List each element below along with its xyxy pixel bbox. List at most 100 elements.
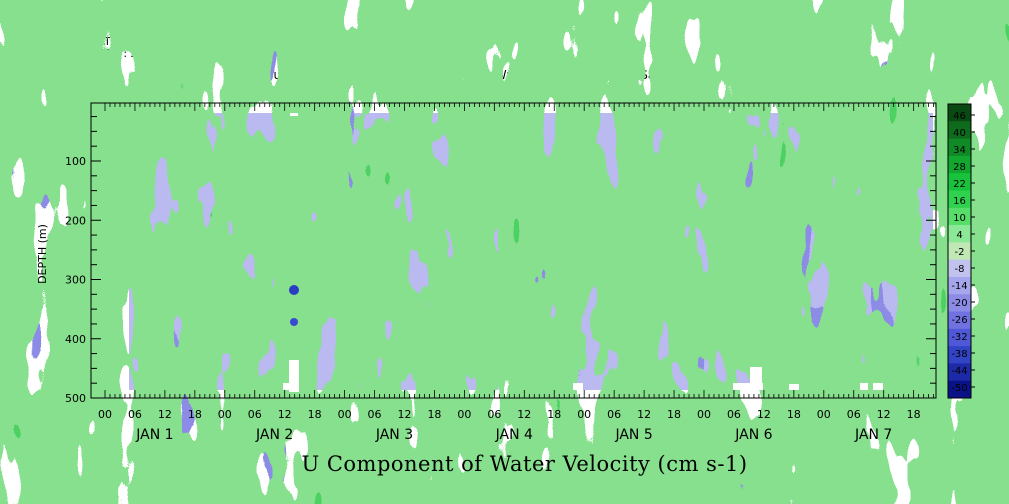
- colorbar-swatch-13: [948, 328, 971, 347]
- x-hour-label-5: 06: [248, 408, 262, 421]
- x-hour-label-25: 06: [847, 408, 861, 421]
- x-hour-label-6: 12: [278, 408, 292, 421]
- missing-data-6: [860, 383, 868, 390]
- x-hour-label-8: 00: [338, 408, 352, 421]
- chart-title: Hourly Gridded MBARI Mooring M1 Sea Wate…: [257, 68, 768, 82]
- x-day-label-4: JAN 4: [495, 427, 533, 443]
- colorbar-swatch-10: [948, 276, 971, 295]
- x-hour-label-11: 18: [427, 408, 441, 421]
- y-tick-label-100: 100: [65, 155, 86, 168]
- missing-data-top: [290, 113, 298, 116]
- colorbar-swatch-3: [948, 155, 971, 174]
- extreme-value-spot: [289, 285, 299, 295]
- missing-data-4: [750, 367, 762, 390]
- year-label: YEAR : 2012: [91, 47, 159, 60]
- frame-border: [90, 102, 937, 399]
- colorbar-label-12: -26: [951, 315, 967, 326]
- x-hour-label-16: 00: [577, 408, 591, 421]
- x-hour-label-9: 06: [368, 408, 382, 421]
- missing-data-7: [873, 383, 883, 390]
- colorbar-swatch-16: [948, 380, 971, 399]
- colorbar-label-1: 40: [953, 128, 966, 139]
- colorbar-label-14: -38: [951, 349, 967, 360]
- x-hour-label-4: 00: [218, 408, 232, 421]
- x-hour-label-27: 18: [907, 408, 921, 421]
- colorbar: 46 40 34 28 22 16 10 4 -2 -8 -14 -20 -26 -32 -38 -44 -50: [947, 103, 975, 399]
- x-hour-label-17: 06: [607, 408, 621, 421]
- colorbar-swatch-1: [948, 121, 971, 140]
- colorbar-label-15: -44: [951, 366, 967, 377]
- y-axis: 100 200 300 400 500: [65, 116, 936, 405]
- colorbar-swatch-8: [948, 242, 971, 261]
- x-hour-label-22: 12: [757, 408, 771, 421]
- x-hour-label-19: 18: [667, 408, 681, 421]
- x-hour-label-14: 12: [517, 408, 531, 421]
- velocity-field: [129, 113, 933, 392]
- colorbar-swatch-7: [948, 225, 971, 243]
- extreme-value-spot-2: [290, 318, 298, 326]
- colorbar-swatch-6: [948, 207, 971, 226]
- colorbar-label-7: 4: [956, 230, 962, 241]
- longitude-label: LONGITUDE : 122W(-122): [91, 23, 232, 36]
- x-hour-label-1: 06: [128, 408, 142, 421]
- colorbar-swatch-4: [948, 173, 971, 191]
- colorbar-swatch-9: [948, 259, 971, 278]
- latitude-label: LATITUDE : 36.8N: [91, 35, 188, 48]
- field-strong-2: [510, 113, 933, 390]
- missing-data-5: [789, 384, 799, 390]
- colorbar-label-10: -14: [951, 281, 967, 292]
- x-hour-label-13: 06: [487, 408, 501, 421]
- x-day-label-2: JAN 2: [255, 427, 293, 443]
- y-tick-label-400: 400: [65, 333, 86, 346]
- y-tick-label-500: 500: [65, 392, 86, 405]
- x-hour-label-12: 00: [457, 408, 471, 421]
- missing-data-1: [283, 383, 291, 390]
- colorbar-label-11: -20: [951, 298, 967, 309]
- colorbar-label-2: 34: [953, 145, 966, 156]
- missing-data-3: [733, 383, 763, 390]
- x-axis: 00 06 12 18 00 06 12 18 00 06 12 18 00 06 12 18 00 06 12 18…: [98, 103, 935, 443]
- missing-data-2: [573, 383, 583, 390]
- colorbar-swatch-2: [948, 138, 971, 157]
- colorbar-label-6: 10: [953, 213, 966, 224]
- x-day-label-3: JAN 3: [375, 427, 413, 443]
- colorbar-label-4: 22: [953, 179, 966, 190]
- x-hour-label-20: 00: [697, 408, 711, 421]
- colorbar-swatch-15: [948, 363, 971, 382]
- x-day-label-1: JAN 1: [135, 427, 173, 443]
- colorbar-label-8: -2: [955, 247, 965, 258]
- colorbar-label-0: 46: [953, 111, 966, 122]
- x-hour-label-3: 18: [188, 408, 202, 421]
- colorbar-swatch-0: [948, 104, 971, 122]
- x-day-label-5: JAN 5: [614, 427, 652, 443]
- colorbar-swatch-14: [948, 346, 971, 364]
- colorbar-label-13: -32: [951, 332, 967, 343]
- field-strong-1: [129, 113, 498, 390]
- x-hour-label-24: 00: [817, 408, 831, 421]
- x-hour-label-23: 18: [787, 408, 801, 421]
- x-hour-label-2: 12: [158, 408, 172, 421]
- x-day-label-6: JAN 6: [734, 427, 772, 443]
- x-hour-label-0: 00: [98, 408, 112, 421]
- y-tick-label-300: 300: [65, 274, 86, 287]
- x-hour-label-18: 12: [637, 408, 651, 421]
- colorbar-label-9: -8: [955, 264, 965, 275]
- x-day-label-7: JAN 7: [854, 427, 892, 443]
- colorbar-label-5: 16: [953, 196, 966, 207]
- x-hour-label-10: 12: [398, 408, 412, 421]
- y-tick-label-200: 200: [65, 214, 86, 227]
- colorbar-swatch-12: [948, 311, 971, 330]
- colorbar-swatch-5: [948, 190, 971, 209]
- x-hour-label-15: 18: [547, 408, 561, 421]
- x-axis-label: U Component of Water Velocity (cm s-1): [301, 452, 748, 476]
- x-hour-label-21: 06: [727, 408, 741, 421]
- colorbar-label-3: 28: [953, 162, 966, 173]
- colorbar-label-16: -50: [951, 383, 967, 394]
- colorbar-swatch-11: [948, 294, 971, 313]
- plot-frame: [90, 102, 937, 399]
- missing-data-block: [289, 360, 299, 392]
- y-axis-label: DEPTH (m): [36, 224, 49, 284]
- x-hour-label-7: 18: [308, 408, 322, 421]
- x-hour-label-26: 12: [877, 408, 891, 421]
